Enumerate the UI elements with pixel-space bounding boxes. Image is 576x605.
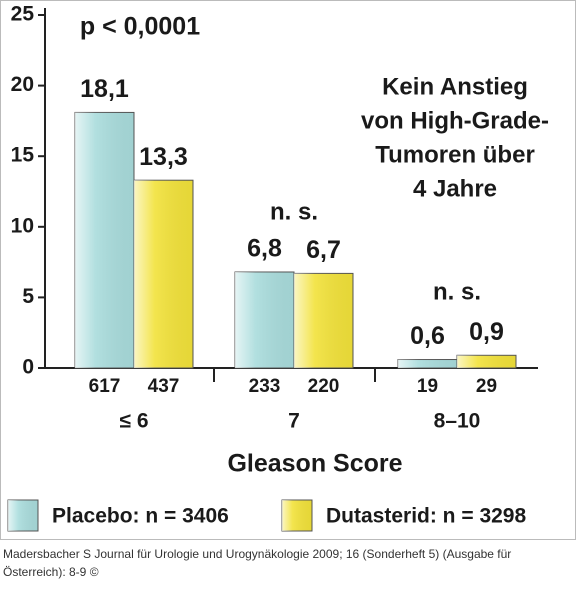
bar-shine bbox=[398, 359, 457, 368]
value-label: 18,1 bbox=[80, 75, 129, 103]
value-label: 6,7 bbox=[306, 236, 341, 264]
bar-shine bbox=[75, 112, 134, 368]
source: Madersbacher S Journal für Urologie und … bbox=[3, 547, 512, 579]
y-tick-label: 15 bbox=[11, 144, 35, 167]
bar-shine bbox=[294, 273, 353, 368]
legend-label: Dutasterid: n = 3298 bbox=[326, 505, 526, 528]
note-line: Kein Anstieg bbox=[382, 73, 528, 100]
count-label: 220 bbox=[308, 376, 340, 397]
value-label: 0,6 bbox=[410, 322, 445, 350]
y-tick-label: 10 bbox=[11, 214, 34, 237]
value-label: 0,9 bbox=[469, 318, 504, 346]
value-label: 6,8 bbox=[247, 235, 282, 263]
x-tick-label: ≤ 6 bbox=[119, 410, 148, 433]
note-line: Tumoren über bbox=[375, 141, 535, 168]
ns-note: n. s. bbox=[433, 278, 481, 305]
legend-label: Placebo: n = 3406 bbox=[52, 505, 229, 528]
bar-shine bbox=[235, 271, 294, 368]
count-label: 29 bbox=[476, 376, 497, 397]
note-line: von High-Grade- bbox=[361, 107, 549, 134]
x-axis-title: Gleason Score bbox=[227, 450, 402, 478]
p-value: p < 0,0001 bbox=[80, 13, 200, 41]
y-tick-label: 25 bbox=[11, 3, 35, 26]
legend-shine bbox=[8, 500, 38, 531]
count-label: 233 bbox=[249, 376, 281, 397]
bar-shine bbox=[134, 180, 193, 368]
value-label: 13,3 bbox=[139, 143, 188, 171]
y-tick-label: 20 bbox=[11, 73, 34, 96]
chart: p < 0,0001 n. s. n. s. Kein Anstieg von … bbox=[0, 0, 576, 540]
x-tick-label: 8–10 bbox=[434, 410, 481, 433]
bar-shine bbox=[457, 355, 516, 368]
count-label: 617 bbox=[89, 376, 121, 397]
x-tick-label: 7 bbox=[288, 410, 300, 433]
legend-shine bbox=[282, 500, 312, 531]
note-line: 4 Jahre bbox=[413, 175, 497, 202]
count-label: 437 bbox=[148, 376, 180, 397]
count-label: 19 bbox=[417, 376, 438, 397]
ns-note: n. s. bbox=[270, 198, 318, 225]
y-tick-label: 5 bbox=[22, 285, 34, 308]
y-tick-label: 0 bbox=[22, 356, 34, 379]
